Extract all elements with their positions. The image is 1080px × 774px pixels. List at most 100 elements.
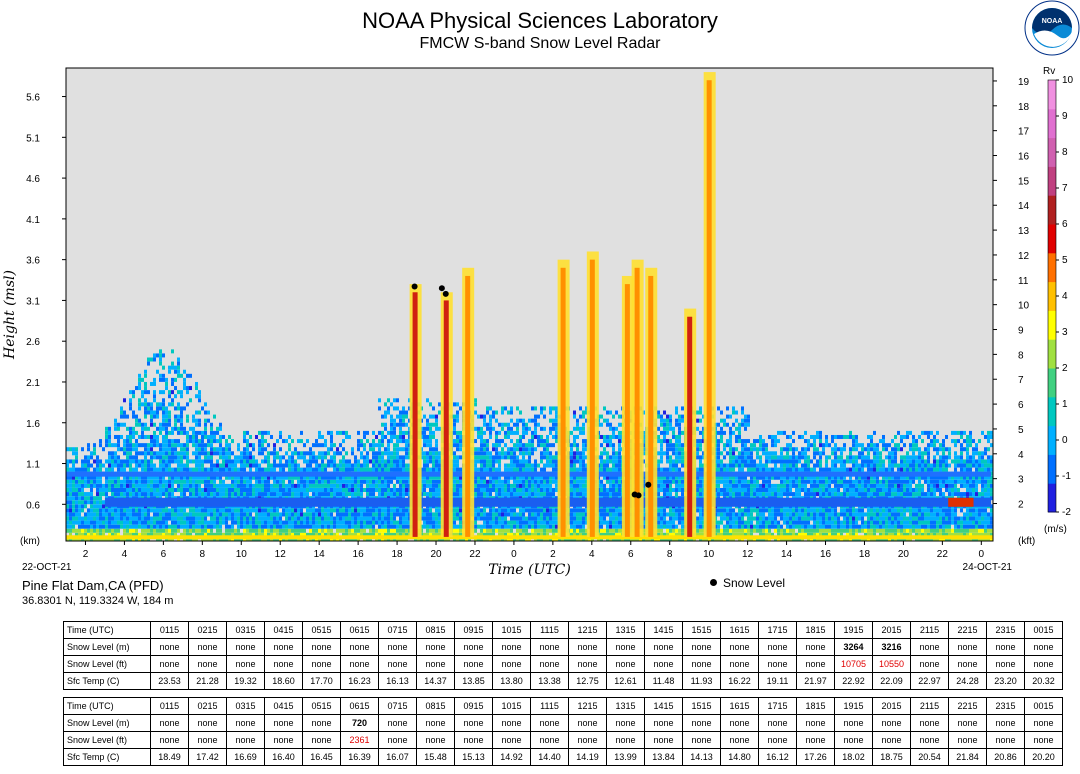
table-cell: none [758,731,797,749]
y-right-tick-label: 8 [1018,350,1024,361]
table-cell: none [340,655,379,673]
table-cell: 21.28 [188,672,227,690]
table-cell: none [454,655,493,673]
table-cell: 13.80 [492,672,531,690]
table-cell: none [340,638,379,656]
colorbar-tick-label: 3 [1062,327,1068,338]
colorbar-tick-label: -2 [1062,507,1071,518]
y-left-tick-label: 0.6 [26,500,40,511]
x-tick-label: 6 [161,549,167,560]
table-cell: 22.92 [834,672,873,690]
table-cell: 20.20 [1024,748,1063,766]
y-right-tick-label: 14 [1018,201,1030,212]
table-cell: 16.40 [264,748,303,766]
table-cell: none [188,714,227,732]
table-cell: 1115 [530,621,569,639]
table-cell: 14.80 [720,748,759,766]
colorbar-segment [1048,396,1056,427]
table-cell: none [758,655,797,673]
colorbar-tick-label: -1 [1062,471,1071,482]
table-cell: 1115 [530,697,569,715]
table-cell: none [758,714,797,732]
table-cell: 23.53 [150,672,189,690]
table-cell: 0315 [226,697,265,715]
table-row: Snow Level (m) none none none none none 720 non… [63,714,1063,732]
table-cell: 1415 [644,621,683,639]
bright-band-upper [66,471,992,477]
colorbar-segment [1048,454,1056,484]
row-label: Time (UTC) [63,621,151,639]
x-tick-label: 4 [589,549,595,560]
table-cell: 1915 [834,697,873,715]
table-cell: none [264,714,303,732]
table-cell: 2315 [986,697,1025,715]
snow-level-dot-icon [710,579,717,586]
table-cell: none [226,714,265,732]
x-tick-label: 8 [667,549,673,560]
table-cell: 20.86 [986,748,1025,766]
colorbar-tick-label: 9 [1062,111,1068,122]
table-cell: none [378,638,417,656]
table-cell: none [264,731,303,749]
table-cell: none [910,655,949,673]
table-cell: 3264 [834,638,873,656]
table-cell: 0015 [1024,621,1063,639]
table-cell: 19.11 [758,672,797,690]
table-cell: none [644,714,683,732]
table-cell: 0515 [302,697,341,715]
y-left-tick-label: 3.6 [26,256,40,267]
table-cell: none [606,655,645,673]
table-cell: none [986,638,1025,656]
x-tick-label: 0 [979,549,985,560]
table-cell: 2361 [340,731,379,749]
colorbar-segment [1048,483,1056,513]
table-row: Time (UTC) 0115 0215 0315 0415 0515 0615 0715 08… [63,697,1063,715]
table-cell: 1215 [568,621,607,639]
table-cell: none [682,638,721,656]
table-cell: 10550 [872,655,911,673]
table-cell: 18.49 [150,748,189,766]
table-cell: none [150,655,189,673]
table-cell: none [302,731,341,749]
y-left-unit: (km) [20,536,40,547]
table-cell: 14.37 [416,672,455,690]
axes: 0.6 1.1 1.6 2.1 2.6 3.1 3.6 4.1 4.6 5.1 5.6 (km) Hei… [2,67,1035,578]
colorbar-segment [1048,310,1056,340]
table-cell: 0315 [226,621,265,639]
plot-area [66,68,993,541]
snow-level-legend-label: Snow Level [723,576,786,590]
table-cell: 16.12 [758,748,797,766]
station-coords: 36.8301 N, 119.3324 W, 184 m [22,595,174,607]
table-cell: 1815 [796,621,835,639]
row-label: Snow Level (m) [63,638,151,656]
plume-core [443,300,449,537]
table-cell: 13.85 [454,672,493,690]
snow-level-point [438,285,445,292]
table-cell: 18.60 [264,672,303,690]
colorbar-segment [1048,224,1056,254]
x-tick-label: 20 [898,549,910,560]
y-right-tick-label: 16 [1018,152,1030,163]
snow-level-point [635,492,642,499]
table-cell: none [644,638,683,656]
row-label: Snow Level (ft) [63,655,151,673]
radar-chart: 0.6 1.1 1.6 2.1 2.6 3.1 3.6 4.1 4.6 5.1 5.6 (km) Hei… [2,66,1074,578]
table-cell: 14.92 [492,748,531,766]
colorbar-title: Rv [1043,66,1055,77]
table-cell: none [264,655,303,673]
y-left-tick-label: 3.1 [26,296,40,307]
table-cell: 15.48 [416,748,455,766]
plume-core [687,316,693,537]
colorbar-segment [1048,425,1056,455]
table-cell: none [454,714,493,732]
table-cell: 1615 [720,697,759,715]
table-cell: 0215 [188,697,227,715]
y-left-tick-label: 1.1 [26,460,40,471]
table-cell: none [796,638,835,656]
table-cell: none [682,655,721,673]
table-cell: 17.70 [302,672,341,690]
table-cell: 20.32 [1024,672,1063,690]
y-right-tick-label: 13 [1018,226,1030,237]
table-cell: 16.23 [340,672,379,690]
table-cell: none [492,731,531,749]
